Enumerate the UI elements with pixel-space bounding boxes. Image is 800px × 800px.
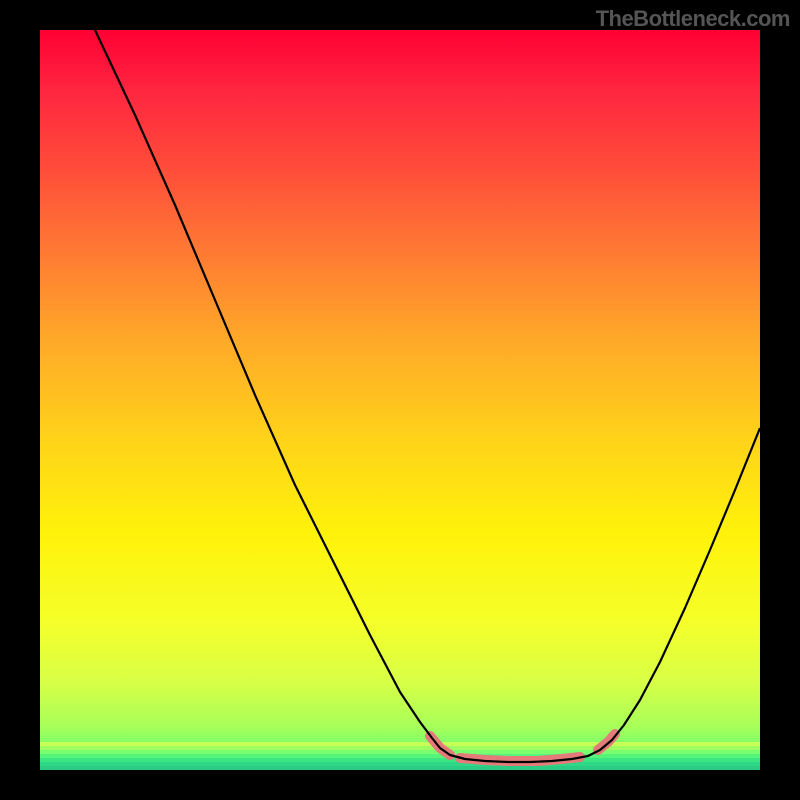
gradient-band [40, 758, 760, 762]
watermark-text: TheBottleneck.com [596, 6, 790, 32]
bottleneck-chart [0, 0, 800, 800]
plot-area [40, 30, 760, 770]
gradient-band [40, 750, 760, 754]
gradient-band [40, 754, 760, 758]
gradient-band [40, 766, 760, 770]
gradient-band [40, 742, 760, 746]
gradient-band [40, 746, 760, 750]
gradient-band [40, 762, 760, 766]
chart-container: TheBottleneck.com [0, 0, 800, 800]
